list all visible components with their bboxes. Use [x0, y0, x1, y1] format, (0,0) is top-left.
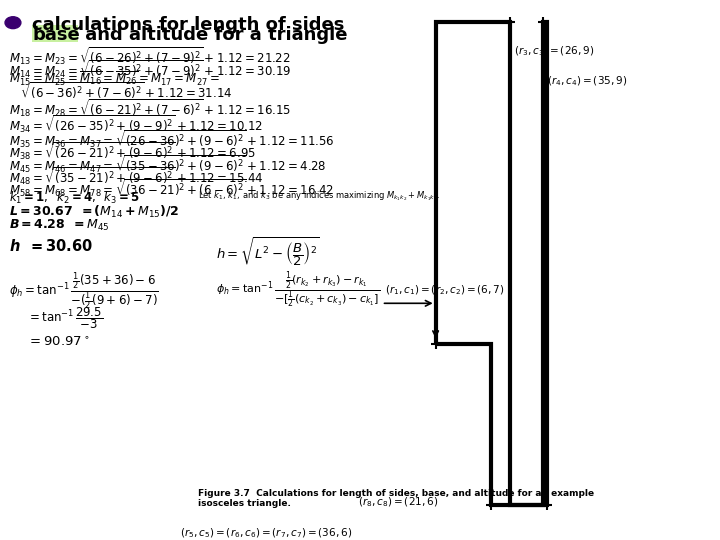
Text: $= 90.97^\circ$: $= 90.97^\circ$: [27, 336, 89, 349]
Text: base: base: [32, 26, 80, 44]
FancyBboxPatch shape: [32, 25, 78, 42]
Text: Let $k_1$, $k_1$, and $k_3$ be any indices maximizing $M_{k_1k_2}+M_{k_1k_3}$.: Let $k_1$, $k_1$, and $k_3$ be any indic…: [198, 190, 440, 203]
Text: Figure 3.7  Calculations for length of sides, base, and altitude for an example
: Figure 3.7 Calculations for length of si…: [198, 489, 594, 508]
Text: $\phi_h = \tan^{-1}\dfrac{\frac{1}{2}(35+36)-6}{-(\frac{1}{2}(9+6)-7)}$: $\phi_h = \tan^{-1}\dfrac{\frac{1}{2}(35…: [9, 270, 158, 312]
Text: $\boldsymbol{B = 4.28\;\; = M_{45}}$: $\boldsymbol{B = 4.28\;\; = M_{45}}$: [9, 218, 109, 233]
Text: $M_{18} = M_{28} = \sqrt{(6-21)^2+(7-6)^2}+1.12 = 16.15$: $M_{18} = M_{28} = \sqrt{(6-21)^2+(7-6)^…: [9, 97, 291, 119]
Text: $\boldsymbol{k_1 = 1,\;\; k_2 = 4,\;\; k_3 = 5}$: $\boldsymbol{k_1 = 1,\;\; k_2 = 4,\;\; k…: [9, 190, 140, 206]
Circle shape: [5, 17, 21, 29]
Text: $h = \sqrt{L^2 - \left(\dfrac{B}{2}\right)^2}$: $h = \sqrt{L^2 - \left(\dfrac{B}{2}\righ…: [216, 235, 320, 268]
Text: $M_{45} = M_{46} = M_{47} = \sqrt{(35-36)^2+(9-6)^2}+1.12 = 4.28$: $M_{45} = M_{46} = M_{47} = \sqrt{(35-36…: [9, 153, 326, 175]
Text: $(r_8, c_8) = (21, 6)$: $(r_8, c_8) = (21, 6)$: [359, 495, 438, 509]
Text: $(r_1, c_1) = (r_2, c_2) = (6, 7)$: $(r_1, c_1) = (r_2, c_2) = (6, 7)$: [385, 283, 505, 297]
Text: $M_{38} = \sqrt{(26-21)^2+(9-6)^2}+1.12 = 6.95$: $M_{38} = \sqrt{(26-21)^2+(9-6)^2}+1.12 …: [9, 140, 256, 162]
Text: calculations for length of sides: calculations for length of sides: [32, 16, 345, 34]
Text: $(r_5, c_5) = (r_6, c_6) = (r_7, c_7) = (36, 6)$: $(r_5, c_5) = (r_6, c_6) = (r_7, c_7) = …: [180, 526, 352, 540]
Text: $M_{58} = M_{68} = M_{78} = \sqrt{(36-21)^2+(6-6)^2}+1.12 = 16.42$: $M_{58} = M_{68} = M_{78} = \sqrt{(36-21…: [9, 177, 334, 199]
Text: $\phi_h = \tan^{-1}\dfrac{\frac{1}{2}(r_{k_2}+r_{k_3})-r_{k_1}}{-[\frac{1}{2}(c_: $\phi_h = \tan^{-1}\dfrac{\frac{1}{2}(r_…: [216, 270, 380, 309]
Text: $\boldsymbol{L = 30.67\;\; = (M_{14}+M_{15})/2}$: $\boldsymbol{L = 30.67\;\; = (M_{14}+M_{…: [9, 204, 179, 220]
Text: $M_{13} = M_{23} = \sqrt{(6-26)^2+(7-9)^2}+1.12 = 21.22$: $M_{13} = M_{23} = \sqrt{(6-26)^2+(7-9)^…: [9, 45, 290, 67]
Text: $M_{34} = \sqrt{(26-35)^2+(9-9)^2}+1.12 = 10.12$: $M_{34} = \sqrt{(26-35)^2+(9-9)^2}+1.12 …: [9, 113, 263, 135]
Text: $\boldsymbol{h\;\; = 30.60}$: $\boldsymbol{h\;\; = 30.60}$: [9, 238, 92, 254]
Text: $(r_4, c_4) = (35, 9)$: $(r_4, c_4) = (35, 9)$: [547, 74, 627, 88]
Text: $= \tan^{-1}\dfrac{29.5}{-3}$: $= \tan^{-1}\dfrac{29.5}{-3}$: [27, 305, 103, 331]
Text: $M_{35} = M_{36} = M_{37} = \sqrt{(26-36)^2+(9-6)^2}+1.12 = 11.56$: $M_{35} = M_{36} = M_{37} = \sqrt{(26-36…: [9, 129, 334, 150]
Text: and altitude for a triangle: and altitude for a triangle: [79, 26, 348, 44]
Text: $M_{15} = M_{25} = \overline{M_{16}} = \overline{M_{26}} = M_{17} = M_{27} =$: $M_{15} = M_{25} = \overline{M_{16}} = \…: [9, 70, 220, 88]
Text: $(r_3, c_3) = (26, 9)$: $(r_3, c_3) = (26, 9)$: [513, 44, 594, 58]
Text: $M_{48} = \sqrt{(35-21)^2+(9-6)^2}+1.12 = 15.44$: $M_{48} = \sqrt{(35-21)^2+(9-6)^2}+1.12 …: [9, 165, 264, 186]
Text: $M_{14} = M_{24} = \sqrt{(6-35)^2+(7-9)^2}+1.12 = 30.19$: $M_{14} = M_{24} = \sqrt{(6-35)^2+(7-9)^…: [9, 58, 291, 79]
Text: $\quad\sqrt{(6-36)^2+(7-6)^2}+1.12 = 31.14$: $\quad\sqrt{(6-36)^2+(7-6)^2}+1.12 = 31.…: [9, 81, 232, 102]
